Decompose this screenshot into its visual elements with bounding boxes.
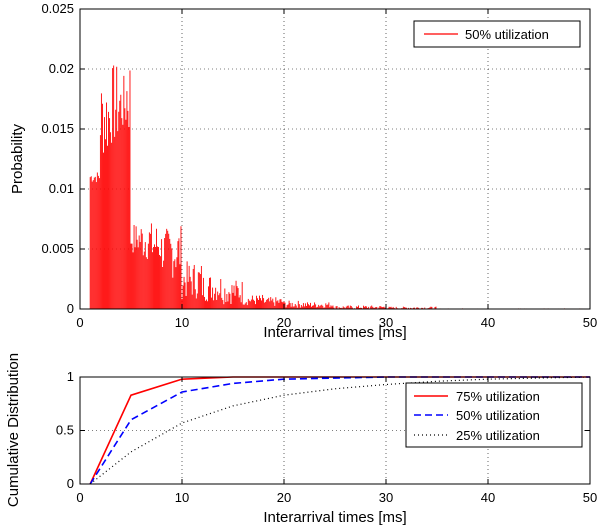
- x-axis-label: Interarrival times [ms]: [263, 509, 406, 526]
- probability-chart: 0 10 20 30 40 50 0 0.005 0.01 0.015 0.02 0.025 Int…: [9, 1, 597, 341]
- x-tick-label: 20: [277, 490, 291, 505]
- y-ticks: 0 0.005 0.01 0.015 0.02 0.025: [41, 1, 590, 316]
- y-tick-label: 0.01: [49, 181, 74, 196]
- legend: 75% utilization 50% utilization 25% util…: [405, 382, 583, 448]
- x-tick-label: 10: [175, 315, 189, 330]
- x-tick-label: 40: [481, 315, 495, 330]
- x-tick-label: 50: [583, 315, 597, 330]
- cdf-chart: 0 10 20 30 40 50 00.51 Interarrival times [ms…: [5, 353, 597, 526]
- y-tick-label: 0.5: [56, 423, 74, 438]
- y-ticks: 00.51: [56, 369, 590, 491]
- y-axis-label: Cumulative Distribution: [5, 353, 22, 507]
- legend-box: [405, 382, 583, 448]
- y-tick-label: 0: [67, 301, 74, 316]
- y-tick-label: 1: [67, 369, 74, 384]
- x-ticks: 0 10 20 30 40 50: [76, 377, 597, 505]
- x-axis-label: Interarrival times [ms]: [263, 324, 406, 341]
- axes-frame: [79, 8, 591, 310]
- legend-entry: 50% utilization: [465, 27, 549, 42]
- x-tick-label: 40: [481, 490, 495, 505]
- y-tick-label: 0.015: [41, 121, 74, 136]
- legend-entry-50: 50% utilization: [456, 408, 540, 423]
- x-tick-label: 50: [583, 490, 597, 505]
- x-tick-label: 30: [379, 490, 393, 505]
- y-tick-label: 0: [67, 476, 74, 491]
- legend: 50% utilization: [413, 20, 581, 48]
- y-tick-label: 0.02: [49, 61, 74, 76]
- x-tick-label: 20: [277, 315, 291, 330]
- y-tick-label: 0.005: [41, 241, 74, 256]
- y-axis-label: Probability: [9, 123, 26, 194]
- x-tick-label: 0: [76, 490, 83, 505]
- x-tick-label: 0: [76, 315, 83, 330]
- y-tick-label: 0.025: [41, 1, 74, 16]
- x-tick-label: 10: [175, 490, 189, 505]
- legend-entry-75: 75% utilization: [456, 389, 540, 404]
- x-ticks: 0 10 20 30 40 50: [76, 9, 597, 330]
- x-tick-label: 30: [379, 315, 393, 330]
- legend-entry-25: 25% utilization: [456, 428, 540, 443]
- bars-series: [89, 65, 590, 310]
